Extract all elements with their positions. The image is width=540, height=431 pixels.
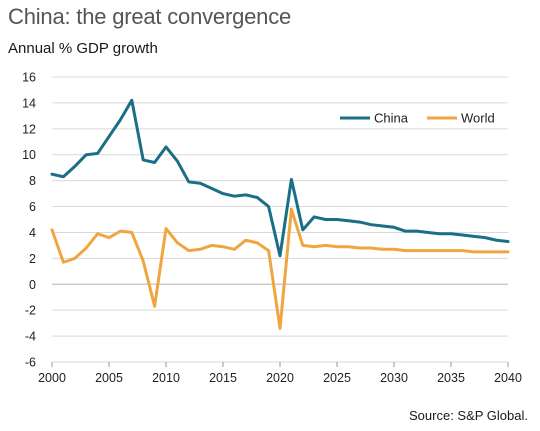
x-tick-label: 2010 [152, 371, 180, 385]
y-tick-label: 2 [29, 252, 36, 266]
y-tick-label: -6 [25, 356, 36, 370]
y-tick-label: -4 [25, 330, 36, 344]
y-tick-label: 8 [29, 174, 36, 188]
y-tick-label: -2 [25, 304, 36, 318]
legend-label-world: World [461, 111, 495, 126]
y-tick-label: 4 [29, 226, 36, 240]
chart-subtitle: Annual % GDP growth [8, 40, 158, 57]
legend-label-china: China [374, 111, 409, 126]
series-line-world [50, 207, 510, 330]
chart-title: China: the great convergence [8, 4, 292, 29]
y-tick-label: 0 [29, 278, 36, 292]
x-tick-label: 2015 [209, 371, 237, 385]
x-tick-label: 2040 [494, 371, 522, 385]
series-layer [50, 98, 510, 330]
x-tick-label: 2025 [323, 371, 351, 385]
source-note: Source: S&P Global. [409, 408, 528, 423]
x-tick-label: 2005 [95, 371, 123, 385]
series-line-china [50, 98, 510, 258]
y-tick-label: 10 [22, 148, 36, 162]
y-axis-ticks: -6 -4 -2 0 2 4 6 8 10 12 14 16 [22, 71, 36, 370]
y-tick-label: 14 [22, 96, 36, 110]
x-tick-label: 2020 [266, 371, 294, 385]
x-tick-label: 2030 [380, 371, 408, 385]
legend: China World [340, 111, 495, 126]
x-tick-label: 2035 [437, 371, 465, 385]
y-tick-label: 6 [29, 200, 36, 214]
y-tick-label: 12 [22, 122, 36, 136]
x-axis-ticks: 2000 2005 2010 2015 2020 2025 2030 2035 2040 [38, 362, 522, 385]
x-tick-label: 2000 [38, 371, 66, 385]
y-tick-label: 16 [22, 71, 36, 85]
